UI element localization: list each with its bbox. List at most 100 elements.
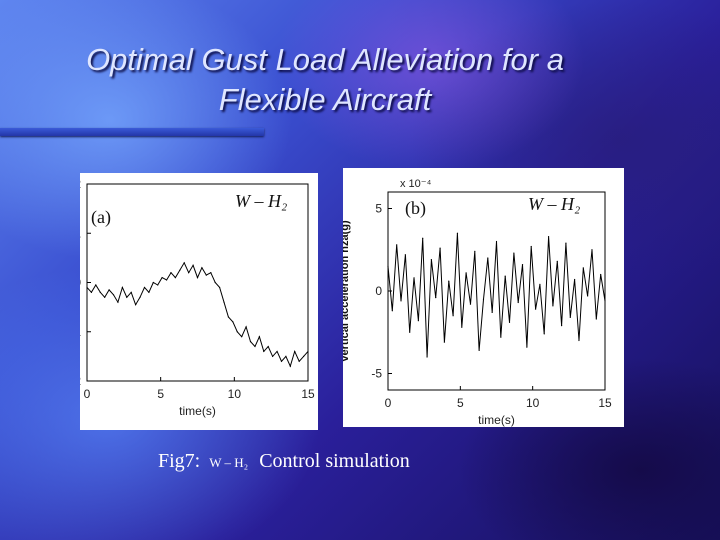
- x-tick-label-0-2: 10: [228, 387, 242, 401]
- caption-prefix: Fig7:: [158, 450, 201, 472]
- plot-area-0: [86, 183, 309, 382]
- data-point-1-0-49: [600, 273, 602, 276]
- data-point-0-0-43: [276, 350, 278, 353]
- data-point-0-0-35: [241, 336, 243, 338]
- title-underline-bar: [0, 128, 264, 136]
- data-point-0-0-34: [236, 331, 238, 333]
- data-point-1-0-44: [578, 339, 580, 342]
- data-point-1-0-41: [565, 242, 567, 244]
- plot-area-1: [387, 191, 606, 391]
- data-point-0-0-36: [245, 326, 247, 328]
- data-point-0-0-40: [263, 350, 265, 353]
- data-point-1-0-39: [556, 260, 558, 262]
- data-point-0-0-16: [157, 284, 159, 286]
- data-point-0-0-18: [165, 279, 168, 281]
- data-point-0-0-39: [258, 336, 260, 338]
- data-point-1-0-47: [591, 249, 593, 251]
- data-point-1-0-37: [547, 235, 550, 238]
- data-point-0-0-4: [104, 296, 106, 298]
- data-point-1-0-7: [417, 320, 419, 322]
- data-point-0-0-14: [148, 291, 150, 293]
- data-point-0-0-17: [161, 276, 163, 279]
- data-point-1-0-24: [491, 311, 493, 314]
- data-point-0-0-41: [267, 345, 269, 348]
- data-point-1-0-29: [513, 252, 515, 254]
- y-tick-label-1-1: 0: [375, 284, 382, 298]
- data-point-0-0-48: [298, 360, 300, 362]
- data-point-1-0-14: [448, 280, 450, 282]
- data-point-0-0-42: [272, 355, 274, 357]
- x-tick-label-0-1: 5: [157, 387, 164, 401]
- data-point-0-0-49: [302, 355, 305, 357]
- data-point-1-0-38: [552, 305, 554, 307]
- annotation-label-0: W – H₂: [235, 191, 287, 211]
- exponent-label-1: x 10⁻⁴: [400, 178, 432, 190]
- data-point-0-0-1: [90, 291, 93, 293]
- data-point-0-0-21: [179, 269, 181, 271]
- data-point-0-0-46: [289, 365, 291, 367]
- panel-label-1: (b): [405, 198, 426, 219]
- data-point-1-0-21: [478, 349, 480, 351]
- data-point-1-0-2: [396, 244, 398, 246]
- data-point-0-0-23: [188, 272, 190, 274]
- data-point-0-0-45: [285, 355, 287, 357]
- data-point-0-0-25: [196, 276, 199, 279]
- data-point-1-0-23: [487, 257, 489, 259]
- data-point-1-0-20: [474, 250, 476, 252]
- data-point-1-0-31: [521, 264, 524, 266]
- data-point-1-0-9: [426, 356, 428, 358]
- y-tick-label-1-0: 5: [375, 202, 382, 216]
- y-tick-label-0-3: -0.1: [80, 325, 81, 339]
- data-point-0-0-24: [192, 264, 194, 266]
- data-point-0-0-11: [135, 304, 137, 306]
- panel-label-0: (a): [91, 207, 111, 228]
- data-point-0-0-47: [294, 350, 296, 353]
- data-point-1-0-8: [422, 237, 424, 239]
- data-point-0-0-0: [86, 286, 88, 289]
- x-axis-label-1: time(s): [478, 413, 515, 427]
- data-point-0-0-31: [223, 301, 225, 303]
- data-point-1-0-36: [543, 333, 545, 335]
- data-point-1-0-33: [530, 245, 532, 248]
- data-point-0-0-33: [232, 321, 234, 323]
- data-point-1-0-22: [482, 298, 485, 300]
- data-point-0-0-20: [174, 276, 176, 279]
- data-point-0-0-8: [121, 286, 123, 289]
- data-point-0-0-38: [254, 345, 256, 348]
- data-point-1-0-34: [534, 308, 537, 310]
- data-point-0-0-37: [249, 341, 252, 343]
- data-point-1-0-10: [430, 259, 432, 261]
- data-point-1-0-35: [539, 283, 541, 285]
- data-point-1-0-45: [582, 267, 584, 269]
- x-tick-label-1-2: 10: [526, 396, 540, 410]
- x-tick-label-1-1: 5: [457, 396, 464, 410]
- data-point-1-0-6: [413, 277, 415, 279]
- data-point-1-0-46: [587, 295, 589, 297]
- data-point-1-0-12: [439, 247, 441, 249]
- data-point-0-0-29: [214, 281, 216, 284]
- data-point-1-0-15: [452, 315, 454, 317]
- caption-suffix: Control simulation: [259, 450, 410, 472]
- data-point-1-0-11: [435, 297, 437, 299]
- chart-a-svg: 0510150.20.10-0.1-0.2time(s)control effo…: [80, 177, 315, 418]
- data-point-0-0-3: [99, 291, 101, 293]
- data-point-0-0-22: [183, 262, 185, 264]
- data-point-1-0-43: [574, 278, 576, 281]
- data-point-0-0-28: [210, 272, 212, 274]
- data-point-0-0-2: [95, 284, 97, 286]
- slide-title: Optimal Gust Load Alleviation for a Flex…: [0, 40, 650, 120]
- data-point-1-0-30: [517, 301, 519, 304]
- x-tick-label-0-0: 0: [84, 387, 91, 401]
- data-point-1-0-4: [404, 254, 406, 256]
- data-point-0-0-6: [112, 294, 115, 296]
- data-point-1-0-26: [500, 336, 502, 338]
- data-point-0-0-27: [205, 274, 207, 276]
- data-point-1-0-17: [461, 326, 463, 328]
- x-tick-label-1-0: 0: [385, 396, 392, 410]
- data-point-1-0-3: [400, 300, 402, 302]
- data-point-0-0-9: [126, 296, 128, 298]
- title-line-2: Flexible Aircraft: [218, 82, 432, 117]
- data-point-0-0-12: [139, 296, 141, 298]
- data-point-0-0-7: [117, 301, 119, 303]
- data-point-1-0-48: [595, 318, 597, 320]
